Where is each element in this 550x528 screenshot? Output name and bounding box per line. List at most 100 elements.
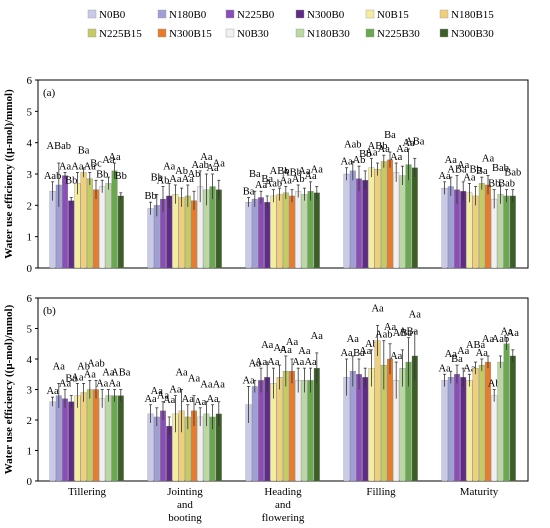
significance-label: Aa [255,357,268,368]
legend-label: N180B0 [169,9,207,21]
legend-swatch [157,9,167,19]
bar [86,178,93,269]
bar [282,192,289,269]
significance-label: Aa [445,349,458,360]
bar [503,343,510,482]
significance-label: Aa [476,348,489,359]
significance-label: Ba [353,348,365,359]
bar [68,401,75,482]
significance-label: Aa [304,171,317,182]
bar [491,198,498,269]
bar [295,191,302,269]
significance-label: ABa [466,340,486,351]
significance-label: Aa [396,144,409,155]
bar [276,377,283,482]
bar [147,208,154,269]
significance-label: Aa [457,346,470,357]
significance-label: Aa [144,394,157,405]
significance-label: Aa [84,369,97,380]
legend-label: N180B15 [451,9,494,21]
bar [80,392,87,482]
significance-label: Aa [311,331,324,342]
bar [380,161,387,269]
panel-a-ylabel: Water use efficiency ((μ-mol)/mmol) [3,89,15,259]
bar [153,416,160,482]
y-tick-label: 3 [27,385,33,397]
significance-label: Aa [169,385,182,396]
significance-label: Bab [498,179,515,190]
significance-label: Aab [375,330,393,341]
significance-label: Ab [292,174,305,185]
legend-swatch [225,9,235,19]
bar [172,194,179,269]
y-tick-label: 0 [27,263,33,275]
bar [307,191,314,269]
significance-label: Aa [359,346,372,357]
significance-label: Bb [144,191,156,202]
significance-label: Aa [482,334,495,345]
legend-item: N0B0 [87,9,126,21]
bar [349,371,356,482]
bar [497,361,504,482]
bar [509,355,516,482]
panel-a: (a) Water use efficiency ((μ-mol)/mmol) … [3,75,529,275]
bar [441,380,448,482]
bar [374,340,381,482]
significance-label: Aa [311,165,324,176]
significance-label: Aa [384,322,397,333]
significance-label: Aa [188,374,201,385]
significance-label: Aa [175,368,188,379]
significance-label: Aa [267,357,280,368]
panel-b-y-axis: 0 1 2 3 4 5 6 [27,293,38,488]
bar [447,186,454,269]
significance-label: Bb [151,172,163,183]
bar [307,380,314,482]
significance-label: Ba [476,166,488,177]
bar [160,410,166,482]
significance-label: Aa [438,171,451,182]
bar [503,195,510,269]
bar [276,194,283,269]
legend-item: N180B0 [157,9,207,21]
legend-item: N300B15 [157,28,212,40]
significance-label: Aa [96,379,109,390]
significance-label: Bb [469,165,481,176]
significance-label: Aa [108,379,121,390]
bar [117,395,124,482]
significance-label: Aa [507,328,520,339]
significance-label: Aa [71,161,84,172]
legend-swatch [157,28,167,38]
bar [491,395,498,482]
bar [497,194,504,269]
y-tick-label: 2 [27,200,33,212]
bar [270,195,277,269]
bar [289,371,295,482]
significance-label: Ab [157,176,170,187]
bar [478,364,485,482]
significance-label: Aa [280,176,293,187]
bar [411,167,418,269]
bar [93,189,99,269]
significance-label: ABb [270,166,290,177]
legend-item: N225B15 [87,28,142,40]
bar [301,380,308,482]
legend-label: N225B0 [237,9,275,21]
significance-label: Aa [286,337,299,348]
bar [49,191,56,269]
significance-label: ABa [399,327,419,338]
legend-item: N180B15 [439,9,494,21]
significance-label: Aab [492,334,510,345]
significance-label: Ba [65,374,77,385]
significance-label: Aab [44,171,62,182]
panel-b-label: (b) [43,305,56,317]
bar [264,202,271,269]
bar [313,192,320,269]
x-category-label: flowering [262,512,305,524]
panel-b-ylabel: Water use efficiency ((μ-mol)/mmol) [3,304,15,474]
significance-label: Aa [255,180,268,191]
y-tick-label: 4 [27,354,33,366]
y-tick-label: 2 [27,415,33,427]
x-category-label: Tillering [68,486,107,498]
bar [356,374,362,482]
significance-label: Aa [182,394,195,405]
